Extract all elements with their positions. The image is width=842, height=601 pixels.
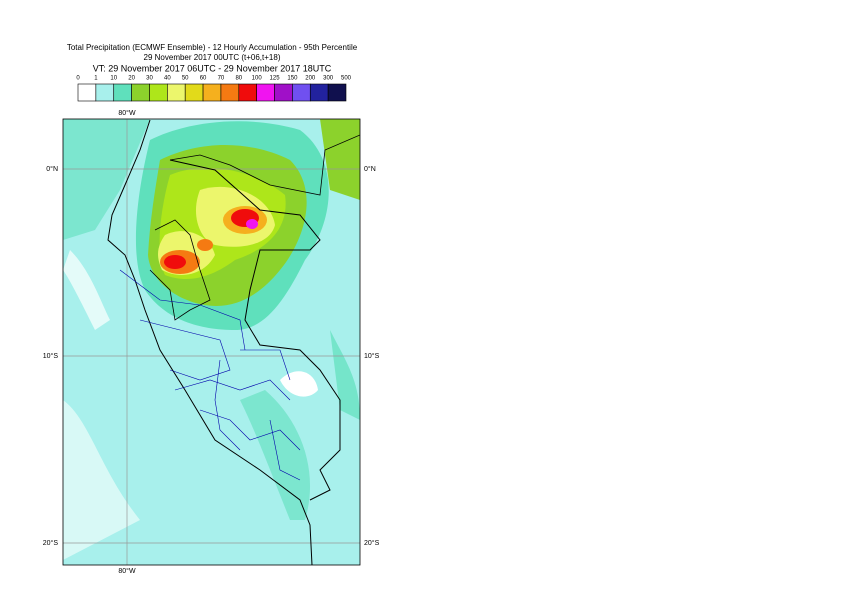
colorbar-box: [256, 83, 275, 102]
colorbar-label: 50: [182, 76, 189, 82]
lat-label: 20°S: [364, 539, 380, 547]
colorbar-box: [149, 83, 168, 102]
colorbar-label: 150: [287, 76, 298, 82]
lat-label: 10°S: [364, 352, 380, 360]
colorbar-box: [274, 83, 293, 102]
colorbar-box: [327, 83, 347, 102]
lat-label: 0°N: [364, 165, 376, 173]
colorbar-label: 200: [305, 76, 316, 82]
colorbar-label: 80: [235, 76, 242, 82]
map: [63, 119, 360, 565]
colorbar-label: 125: [270, 76, 281, 82]
lat-label: 10°S: [43, 352, 59, 360]
colorbar-label: 70: [218, 76, 225, 82]
colorbar-box: [220, 83, 240, 102]
colorbar-box: [131, 83, 150, 102]
colorbar-box: [184, 83, 204, 102]
colorbar-box: [77, 83, 97, 102]
colorbar-label: 1: [94, 76, 98, 82]
colorbar-label: 10: [110, 76, 117, 82]
lon-label: 80°W: [118, 567, 136, 575]
title: Total Precipitation (ECMWF Ensemble) - 1…: [67, 43, 358, 52]
colorbar-label: 60: [200, 76, 207, 82]
colorbar-box: [113, 83, 132, 102]
run-time: 29 November 2017 00UTC (t+06,t+18): [144, 53, 281, 62]
lat-label: 20°S: [43, 539, 59, 547]
colorbar: 0 1 10 20 30 40 50 60 70 80 100 125 150 200 300 500: [76, 76, 352, 102]
colorbar-label: 20: [128, 76, 135, 82]
colorbar-box: [292, 83, 311, 102]
colorbar-box: [309, 83, 329, 102]
colorbar-label: 500: [341, 76, 352, 82]
colorbar-label: 30: [146, 76, 153, 82]
colorbar-box: [238, 83, 257, 102]
colorbar-label: 100: [252, 76, 263, 82]
lat-label: 0°N: [46, 165, 58, 173]
colorbar-label: 300: [323, 76, 334, 82]
colorbar-box: [202, 83, 222, 102]
colorbar-label: 0: [76, 76, 80, 82]
lon-label: 80°W: [118, 109, 136, 117]
colorbar-box: [95, 83, 115, 102]
valid-time: VT: 29 November 2017 06UTC - 29 November…: [93, 63, 332, 73]
colorbar-label: 40: [164, 76, 171, 82]
map-frame: [62, 118, 361, 566]
colorbar-box: [167, 83, 186, 102]
